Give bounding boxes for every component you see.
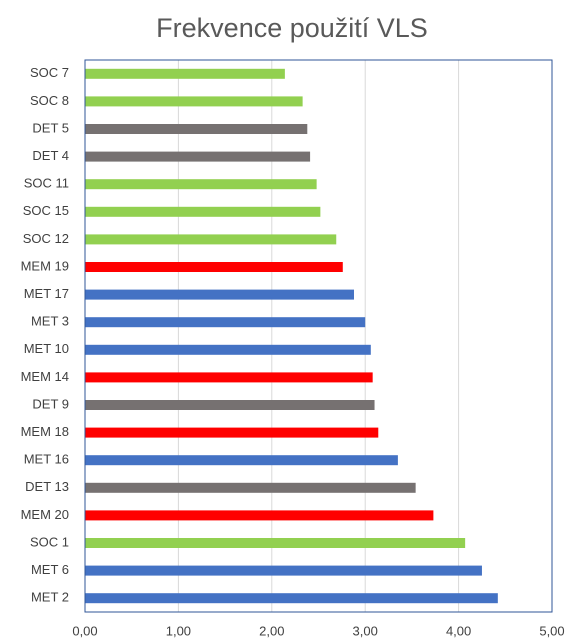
- bar: [85, 510, 434, 521]
- bar: [85, 68, 285, 79]
- bar: [85, 234, 337, 245]
- bar: [85, 289, 354, 300]
- bar: [85, 372, 373, 383]
- bar: [85, 400, 375, 410]
- y-tick-label: SOC 8: [30, 93, 69, 108]
- bar: [85, 538, 466, 548]
- y-tick-label: DET 13: [25, 479, 69, 494]
- y-tick-label: DET 4: [32, 148, 69, 163]
- y-tick-label: MEM 20: [21, 507, 69, 522]
- bar: [85, 593, 498, 604]
- y-tick-label: MEM 18: [21, 424, 69, 439]
- y-tick-label: MET 16: [24, 452, 69, 467]
- y-tick-label: MET 3: [31, 314, 69, 329]
- bar: [85, 565, 482, 576]
- bar: [85, 427, 379, 438]
- y-tick-label: MET 17: [24, 286, 69, 301]
- bar: [85, 206, 321, 217]
- y-tick-label: DET 5: [32, 120, 69, 135]
- y-tick-label: DET 9: [32, 396, 69, 411]
- bar: [85, 96, 303, 107]
- y-tick-label: SOC 7: [30, 65, 69, 80]
- x-tick-label: 2,00: [259, 623, 284, 638]
- y-tick-label: SOC 12: [23, 231, 69, 246]
- y-tick-label: MEM 14: [21, 369, 69, 384]
- y-tick-label: MET 6: [31, 562, 69, 577]
- y-tick-label: SOC 15: [23, 203, 69, 218]
- bar: [85, 455, 398, 466]
- x-tick-label: 4,00: [446, 623, 471, 638]
- bar: [85, 179, 317, 190]
- y-tick-label: SOC 11: [24, 176, 69, 191]
- bar: [85, 344, 371, 355]
- bar: [85, 482, 416, 493]
- y-tick-label: MET 10: [24, 341, 69, 356]
- bar: [85, 317, 366, 328]
- y-tick-label: MET 2: [31, 590, 69, 605]
- bar: [85, 151, 311, 162]
- x-tick-label: 1,00: [166, 623, 191, 638]
- bar: [85, 124, 308, 134]
- x-tick-label: 3,00: [353, 623, 378, 638]
- plot-frame: [84, 59, 553, 613]
- x-tick-label: 0,00: [72, 623, 97, 638]
- y-tick-label: SOC 1: [30, 534, 69, 549]
- y-tick-label: MEM 19: [21, 258, 69, 273]
- chart-title: Frekvence použití VLS: [156, 13, 428, 43]
- x-tick-label: 5,00: [539, 623, 564, 638]
- bar: [85, 262, 343, 272]
